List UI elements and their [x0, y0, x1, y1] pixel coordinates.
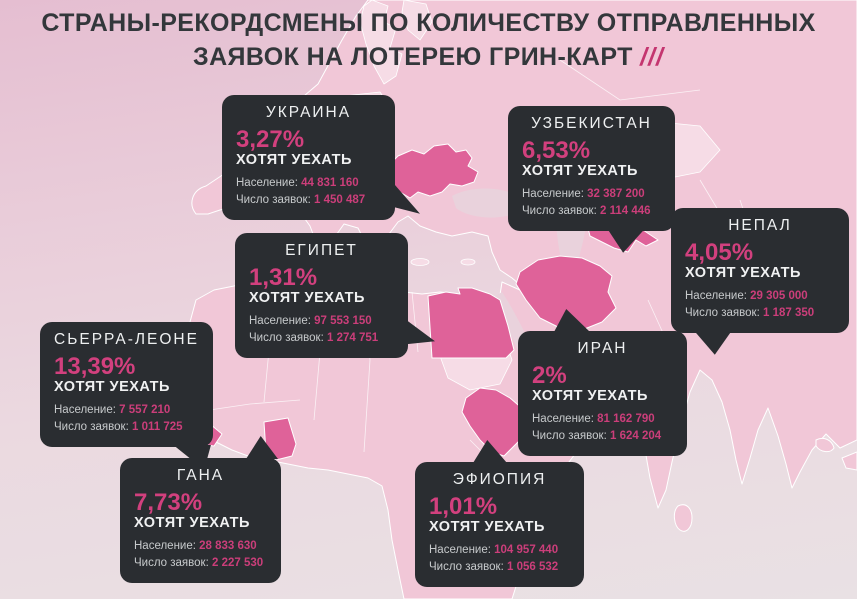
crete-island [410, 258, 430, 266]
population-row: Население: 44 831 160 [236, 175, 381, 192]
applications-label: Число заявок: [236, 194, 311, 207]
want-to-leave-label: ХОТЯТ УЕХАТЬ [236, 152, 352, 169]
population-value: 7 557 210 [119, 404, 171, 417]
applications-label: Число заявок: [685, 307, 760, 320]
population-label: Население: [134, 540, 196, 553]
population-value: 29 305 000 [750, 290, 808, 303]
cyprus-island [460, 258, 476, 266]
country-name: УКРАИНА [265, 104, 352, 121]
population-row: Население: 28 833 630 [134, 538, 267, 555]
applications-value: 1 450 487 [313, 194, 366, 207]
applications-value: 2 114 446 [599, 205, 651, 218]
callout-ethiopia: ЭФИОПИЯ 1,01% ХОТЯТ УЕХАТЬ Население: 10… [415, 440, 584, 587]
want-to-leave-label: ХОТЯТ УЕХАТЬ [54, 379, 170, 396]
want-to-leave-label: ХОТЯТ УЕХАТЬ [685, 265, 801, 282]
country-name: ЕГИПЕТ [285, 242, 358, 259]
applications-value: 1 187 350 [762, 307, 815, 320]
population-label: Население: [249, 315, 311, 328]
country-egypt-shape [427, 287, 515, 359]
population-row: Население: 97 553 150 [249, 313, 394, 330]
population-row: Население: 104 957 440 [429, 542, 570, 559]
population-label: Население: [54, 404, 116, 417]
population-row: Население: 32 387 200 [522, 186, 661, 203]
want-to-leave-label: ХОТЯТ УЕХАТЬ [532, 388, 648, 405]
percent-value: 1,31% [249, 264, 318, 291]
island-2 [841, 451, 857, 471]
country-name: ИРАН [577, 340, 628, 357]
applications-row: Число заявок: 1 056 532 [429, 559, 570, 576]
population-label: Население: [532, 413, 594, 426]
applications-row: Число заявок: 1 624 204 [532, 428, 673, 445]
applications-label: Число заявок: [249, 332, 324, 345]
percent-value: 7,73% [134, 489, 203, 516]
population-value: 104 957 440 [494, 544, 559, 557]
title-line-2: ЗАЯВОК НА ЛОТЕРЕЮ ГРИН-КАРТ /// [193, 42, 664, 71]
applications-label: Число заявок: [54, 421, 129, 434]
applications-row: Число заявок: 1 450 487 [236, 192, 381, 209]
callout-uzbekistan: УЗБЕКИСТАН 6,53% ХОТЯТ УЕХАТЬ Население:… [508, 106, 675, 253]
applications-label: Число заявок: [429, 561, 504, 574]
applications-row: Число заявок: 2 227 530 [134, 555, 267, 572]
title-line-1: СТРАНЫ-РЕКОРДСМЕНЫ ПО КОЛИЧЕСТВУ ОТПРАВЛ… [41, 9, 816, 37]
callout-egypt: ЕГИПЕТ 1,31% ХОТЯТ УЕХАТЬ Население: 97 … [235, 233, 435, 358]
callout-nepal: НЕПАЛ 4,05% ХОТЯТ УЕХАТЬ Население: 29 3… [671, 208, 849, 355]
population-value: 97 553 150 [314, 315, 372, 328]
applications-value: 2 227 530 [211, 557, 264, 570]
island-1 [815, 437, 835, 453]
population-row: Население: 7 557 210 [54, 402, 199, 419]
applications-value: 1 274 751 [326, 332, 379, 345]
population-value: 81 162 790 [597, 413, 655, 426]
want-to-leave-label: ХОТЯТ УЕХАТЬ [249, 290, 365, 307]
applications-value: 1 624 204 [609, 430, 662, 443]
percent-value: 6,53% [522, 137, 591, 164]
population-row: Население: 29 305 000 [685, 288, 835, 305]
finland-patch [401, 0, 433, 41]
population-value: 28 833 630 [199, 540, 257, 553]
want-to-leave-label: ХОТЯТ УЕХАТЬ [134, 515, 250, 532]
applications-value: 1 056 532 [506, 561, 559, 574]
country-name: СЬЕРРА-ЛЕОНЕ [54, 331, 199, 348]
black-sea [452, 188, 525, 218]
applications-label: Число заявок: [134, 557, 209, 570]
applications-row: Число заявок: 1 274 751 [249, 330, 394, 347]
country-name: ГАНА [176, 467, 225, 484]
applications-label: Число заявок: [532, 430, 607, 443]
country-iran-shape [515, 255, 617, 331]
percent-value: 1,01% [429, 493, 498, 520]
callout-sierra-leone: СЬЕРРА-ЛЕОНЕ 13,39% ХОТЯТ УЕХАТЬ Населен… [40, 322, 213, 470]
scandinavia-patch [359, 0, 403, 85]
population-row: Население: 81 162 790 [532, 411, 673, 428]
applications-row: Число заявок: 2 114 446 [522, 203, 661, 220]
percent-value: 13,39% [54, 353, 136, 380]
country-name: ЭФИОПИЯ [452, 471, 547, 488]
want-to-leave-label: ХОТЯТ УЕХАТЬ [429, 519, 545, 536]
population-label: Население: [685, 290, 747, 303]
country-name: УЗБЕКИСТАН [531, 115, 652, 132]
population-label: Население: [236, 177, 298, 190]
border-line [195, 399, 301, 413]
sri-lanka-island [673, 504, 693, 532]
callout-iran: ИРАН 2% ХОТЯТ УЕХАТЬ Население: 81 162 7… [518, 309, 687, 456]
applications-row: Число заявок: 1 011 725 [54, 419, 199, 436]
country-ukraine-shape [385, 143, 479, 199]
population-label: Население: [522, 188, 584, 201]
percent-value: 3,27% [236, 126, 305, 153]
population-label: Население: [429, 544, 491, 557]
population-value: 32 387 200 [587, 188, 645, 201]
percent-value: 4,05% [685, 239, 754, 266]
border-line [559, 59, 701, 101]
percent-value: 2% [532, 362, 567, 389]
callout-ghana: ГАНА 7,73% ХОТЯТ УЕХАТЬ Население: 28 83… [120, 436, 281, 583]
applications-value: 1 011 725 [131, 421, 183, 434]
applications-label: Число заявок: [522, 205, 597, 218]
applications-row: Число заявок: 1 187 350 [685, 305, 835, 322]
slashes-decoration: /// [640, 42, 664, 71]
page-title: СТРАНЫ-РЕКОРДСМЕНЫ ПО КОЛИЧЕСТВУ ОТПРАВЛ… [0, 7, 857, 74]
country-name: НЕПАЛ [728, 217, 792, 234]
want-to-leave-label: ХОТЯТ УЕХАТЬ [522, 163, 638, 180]
population-value: 44 831 160 [301, 177, 359, 190]
callout-ukraine: УКРАИНА 3,27% ХОТЯТ УЕХАТЬ Население: 44… [222, 95, 420, 220]
